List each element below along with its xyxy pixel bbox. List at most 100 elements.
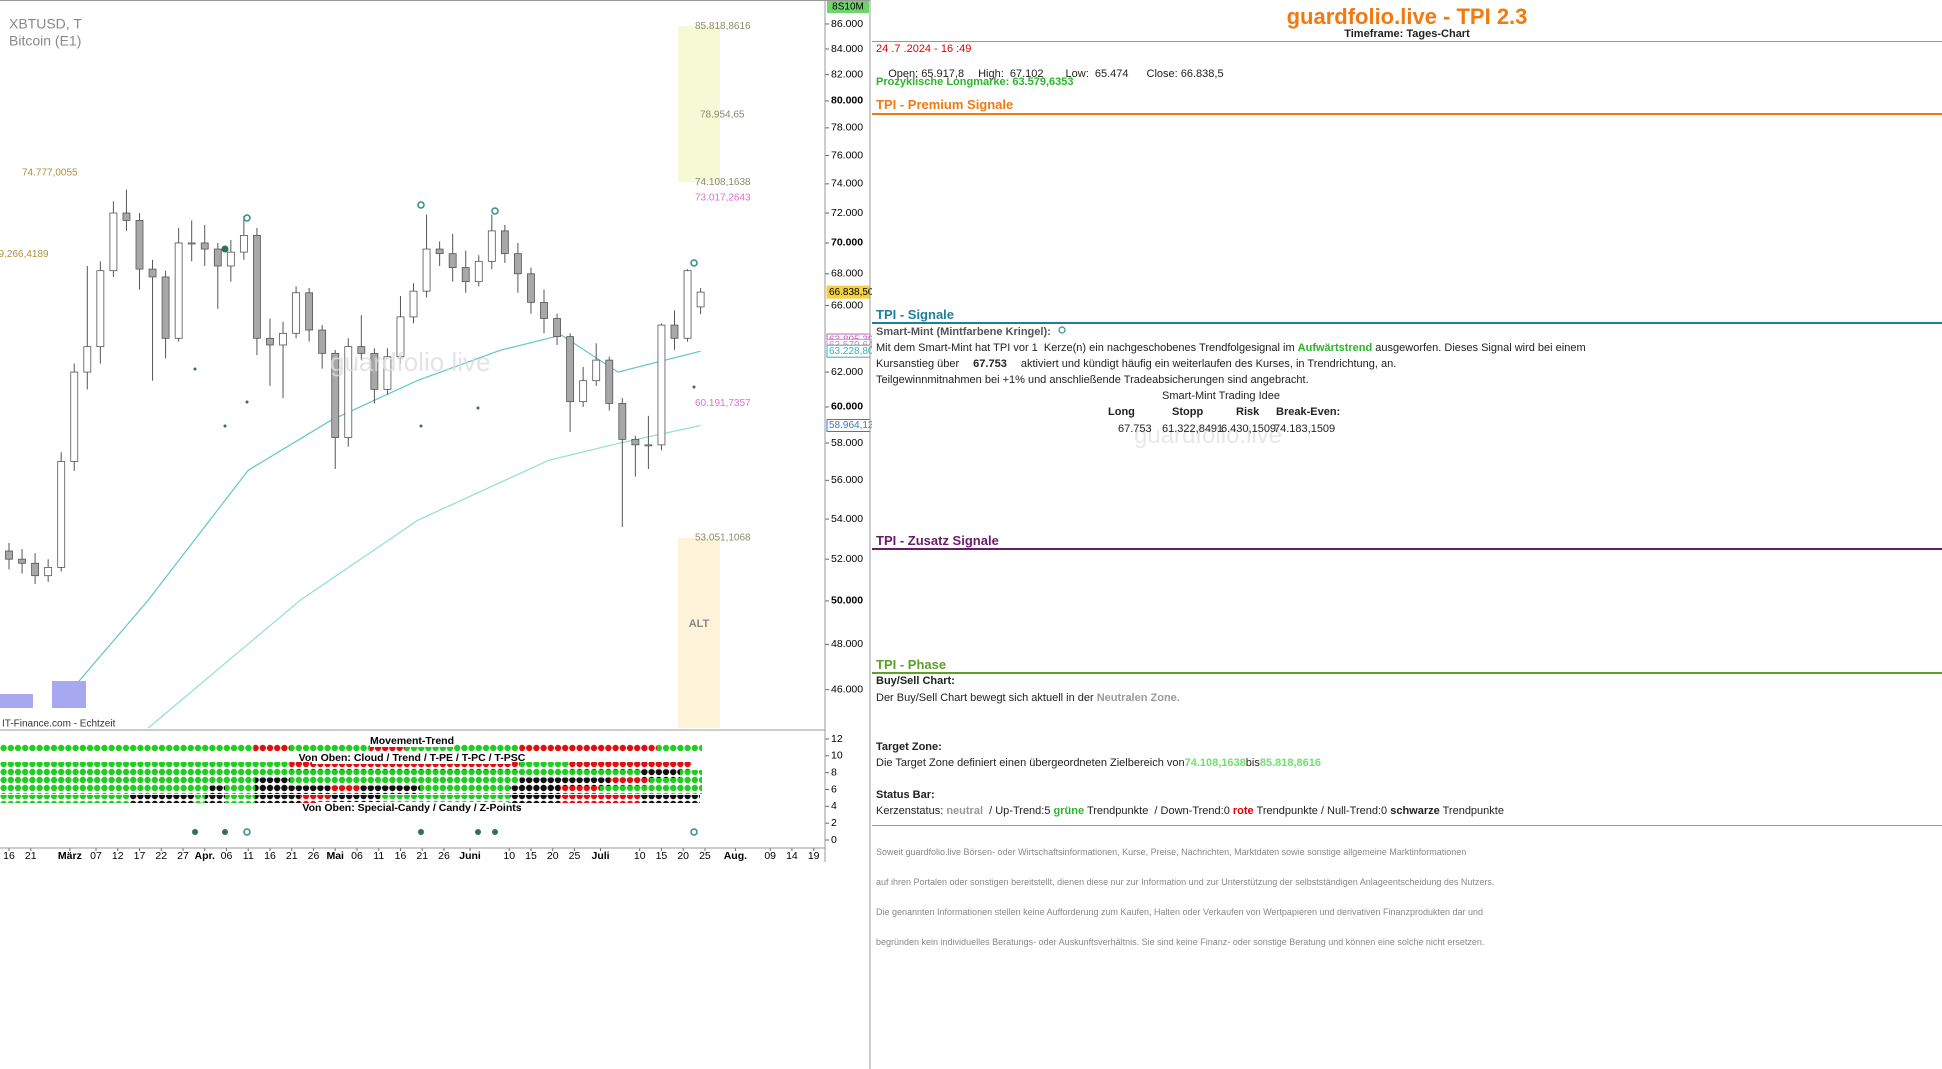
y-tick-label: 86.000 [831,18,863,30]
col-header: Risk [1236,406,1260,418]
trend-dots [330,786,360,794]
section-title: TPI - Phase [876,657,947,672]
datetime: 24 .7 .2024 - 16 :49 [876,43,972,55]
text: ausgeworfen. Dieses Signal wird bei eine… [1372,342,1586,354]
candle-body [657,324,666,446]
candle-body [70,371,79,462]
signal-circle [690,259,698,267]
x-tick-label: 11 [373,850,384,862]
candle-body [422,248,431,292]
text: Der Buy/Sell Chart bewegt sich aktuell i… [876,692,1097,704]
candle-body [435,248,444,255]
indicator-tick-label: 4 [831,800,837,812]
disclaimer: Soweit guardfolio.live Börsen- oder Wirt… [876,827,1494,967]
cell: 74.183,1509 [1274,423,1336,435]
trend-dots [195,795,205,803]
y-tick-label: 62.000 [831,366,863,378]
mint-circle [1058,326,1066,334]
indicator-tick-label: 6 [831,783,837,795]
y-tick-label: 76.000 [831,149,863,161]
cell: 67.753 [1118,423,1152,435]
candle-body [396,316,405,358]
y-tick-label: 78.000 [831,122,863,134]
y-tick-label: 74.000 [831,178,863,190]
signal-circles [243,201,698,836]
indicator-tick-label: 0 [831,834,837,846]
trend-dots [420,786,510,794]
section-title: TPI - Signale [876,307,955,322]
section-title: TPI - Premium Signale [876,97,1014,112]
disclaimer-line: Soweit guardfolio.live Börsen- oder Wirt… [876,847,1467,857]
x-tick-label: 20 [547,850,559,862]
price-annotation: 74.108,1638 [695,177,751,188]
price-tag-label: 58.964,12 [829,420,872,431]
trend-dots [0,762,290,770]
y-tick-label: 52.000 [831,553,863,565]
x-tick-label: 06 [351,850,363,862]
trend-dots [0,795,130,803]
col-header: Stopp [1172,406,1204,418]
alt-label: ALT [689,618,710,630]
status-red: rote [1232,805,1254,817]
target-heading: Target Zone: [876,741,942,753]
x-tick-label: 12 [112,850,124,862]
trend-dots [680,770,702,778]
price-annotation: 85.818,8616 [695,21,751,32]
x-tick-label: 07 [90,850,102,862]
trend-dots [650,778,702,786]
text-line: Der Buy/Sell Chart bewegt sich aktuell i… [876,692,1180,704]
price-tag-label: 66.838,50 [829,287,872,298]
x-tick-label: 20 [677,850,689,862]
rule [872,41,1942,42]
trend-dots [255,786,330,794]
candle-body [383,356,392,390]
candle-body [448,253,457,268]
candle-body [644,444,653,447]
rule [872,548,1942,550]
indicator-label: Von Oben: Cloud / Trend / T-PE / T-PC / … [299,752,526,764]
text: Die Target Zone definiert einen übergeor… [876,757,1185,769]
candle-body [592,359,601,382]
signal-dot [475,829,481,835]
y-tick-label: 66.000 [831,299,863,311]
signal-dot [476,406,480,410]
candle-body [226,251,235,267]
x-tick-label: 15 [656,850,668,862]
signal-dot [492,829,498,835]
x-tick-label: 26 [308,850,320,862]
candle-body [292,292,300,334]
indicator-label: Movement-Trend [370,735,454,747]
trend-dots [640,770,680,778]
candle-body [579,380,588,403]
candle-body [553,318,561,338]
trend-dots [225,795,255,803]
candle-body [514,253,522,275]
x-tick-label: Aug. [724,850,747,862]
status-black: schwarze [1390,805,1440,817]
x-tick-label: 27 [177,850,189,862]
text: Kerzenstatus: [876,805,947,817]
price-annotation: 60.191,7357 [695,398,751,409]
x-tick-label: 16 [395,850,407,862]
badge: 8S10M [832,2,864,13]
x-tick-label: 09 [764,850,776,862]
signal-dot [222,829,228,835]
trend-dots [255,795,300,803]
candle-body [566,336,575,403]
candle-body [370,352,379,390]
candle-body [266,337,274,346]
target-from: 74.108,1638 [1184,757,1246,769]
buysell-heading: Buy/Sell Chart: [876,675,955,687]
candle-body [683,270,692,339]
candle-body [31,562,40,577]
trend-dots [560,795,640,803]
badge-bg [827,1,869,13]
x-tick-label: März [58,850,82,862]
x-tick-label: 26 [438,850,450,862]
timeframe: Timeframe: Tages-Chart [1344,28,1470,40]
trend-dots [360,786,420,794]
trend-dots [290,762,520,770]
text: / Up-Trend:5 [983,805,1054,817]
signal-circle [491,207,499,215]
y-tick-label: 70.000 [831,237,863,249]
